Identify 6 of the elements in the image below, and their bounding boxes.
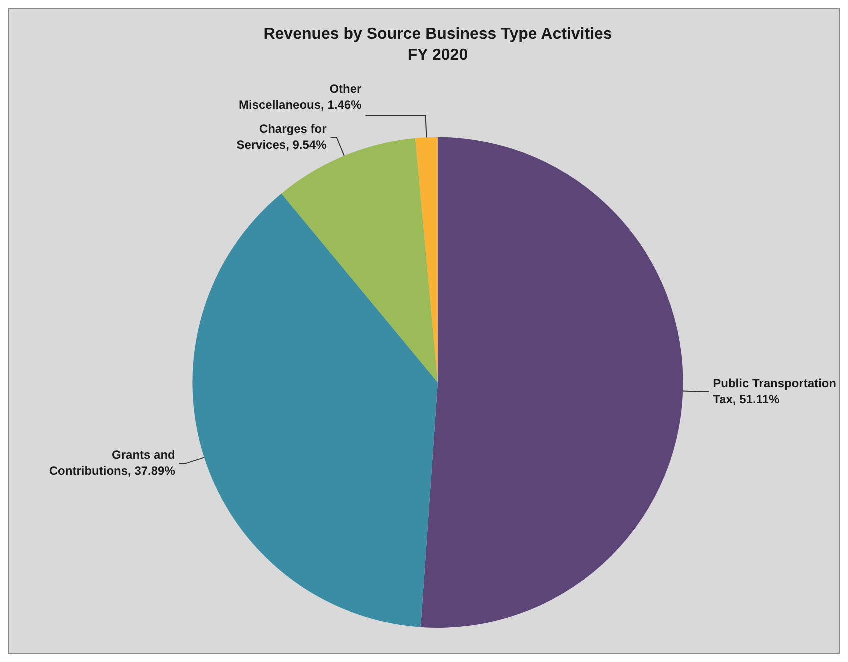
slice-label: Other Miscellaneous, 1.46% <box>239 82 362 112</box>
slice-label: Grants and Contributions, 37.89% <box>49 448 176 478</box>
slice-label: Charges for Services, 9.54% <box>236 122 328 152</box>
chart-subtitle: FY 2020 <box>408 47 468 64</box>
chart-title: Revenues by Source Business Type Activities <box>264 26 612 44</box>
slice-label: Public Transportation Tax, 51.11% <box>713 376 836 406</box>
